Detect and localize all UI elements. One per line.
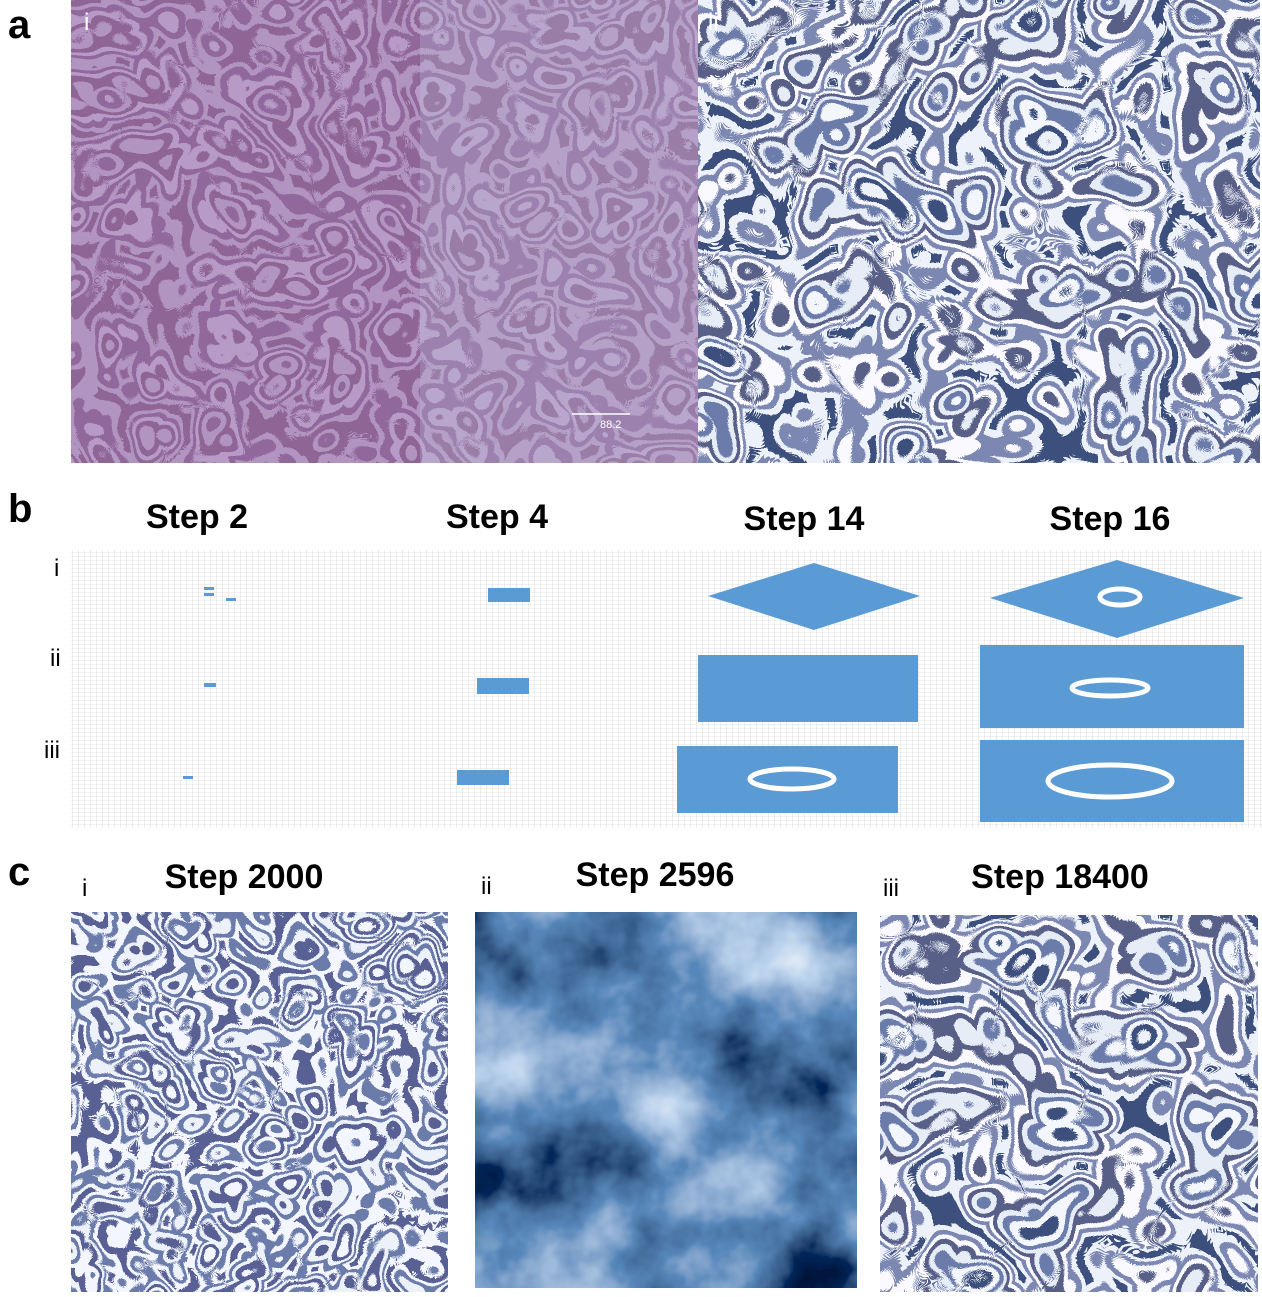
scale-label: 88.2 bbox=[600, 419, 621, 431]
panel-label: c bbox=[8, 850, 30, 894]
panel-label: b bbox=[8, 487, 32, 531]
step-title: Step 4 bbox=[446, 498, 548, 536]
step-title: Step 2596 bbox=[576, 856, 735, 894]
sub-label: i bbox=[84, 9, 89, 36]
panel-label: a bbox=[8, 3, 31, 47]
image bbox=[475, 912, 857, 1288]
sub-label: ii bbox=[481, 873, 492, 900]
step-title: Step 18400 bbox=[971, 858, 1149, 896]
step-title: Step 16 bbox=[1050, 500, 1171, 538]
row-label: ii bbox=[50, 645, 61, 672]
image bbox=[880, 915, 1258, 1292]
sub-label: iii bbox=[883, 875, 899, 902]
step-title: Step 2000 bbox=[165, 858, 324, 896]
step-title: Step 2 bbox=[146, 498, 248, 536]
row-label: i bbox=[54, 555, 59, 582]
step-title: Step 14 bbox=[744, 500, 865, 538]
sub-label: ii bbox=[708, 9, 719, 36]
sub-label: i bbox=[82, 875, 87, 902]
row-label: iii bbox=[44, 737, 60, 764]
image bbox=[698, 0, 1260, 463]
image bbox=[71, 912, 448, 1292]
tint bbox=[420, 0, 698, 463]
figure: a i ii 88.2 b Step 2 Step 4 Step 14 Step… bbox=[0, 0, 1262, 1292]
